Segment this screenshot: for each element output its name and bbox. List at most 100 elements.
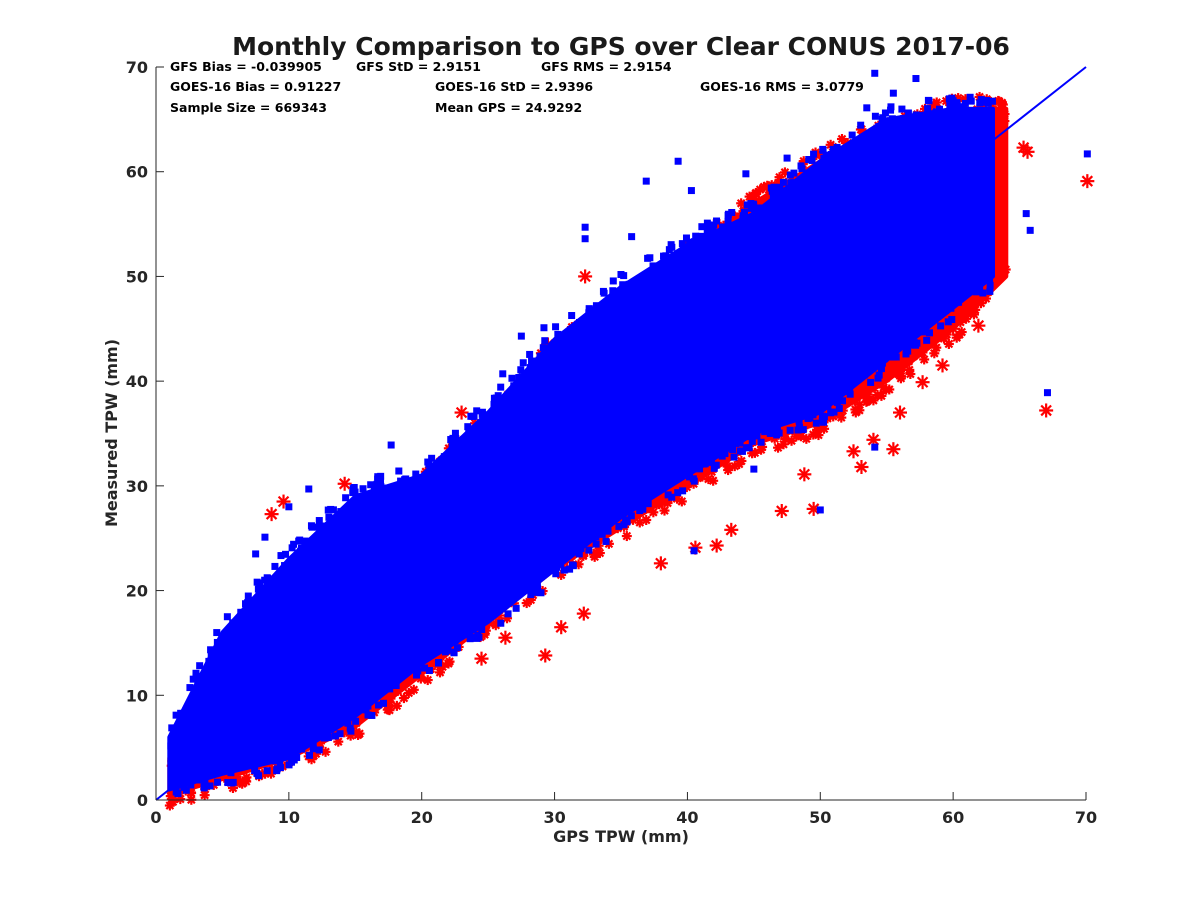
reference-line (155, 66, 1087, 801)
data-point (434, 640, 442, 648)
data-point (679, 244, 687, 252)
data-point (814, 403, 822, 411)
data-point (825, 160, 833, 168)
data-point (369, 689, 377, 697)
data-point (904, 364, 915, 375)
data-point (306, 736, 314, 744)
data-point (566, 565, 574, 573)
data-point (710, 221, 718, 229)
asterisk-stroke (242, 773, 251, 782)
data-point (227, 779, 235, 787)
data-point (724, 217, 732, 225)
data-point (908, 351, 919, 362)
data-point (760, 213, 768, 221)
data-point (172, 711, 180, 719)
data-point (924, 105, 932, 113)
x-tick-label: 50 (809, 808, 831, 827)
asterisk-stroke (887, 443, 900, 455)
data-point (303, 543, 311, 551)
asterisk-stroke (592, 548, 601, 557)
outlier-point (848, 131, 856, 139)
data-point (479, 426, 487, 434)
asterisk-stroke (1000, 109, 1009, 119)
data-point (592, 540, 600, 548)
data-point (414, 667, 422, 675)
outlier-point (687, 187, 695, 195)
asterisk-stroke (578, 607, 590, 620)
data-point (552, 323, 560, 331)
gfs-bias-stat: GFS Bias = -0.039905 (170, 59, 322, 74)
data-point (478, 410, 486, 418)
data-point (871, 362, 879, 370)
data-point (754, 204, 762, 212)
data-point (351, 488, 359, 496)
data-point (319, 522, 327, 530)
data-point (306, 751, 314, 759)
data-point (473, 407, 481, 415)
data-point (904, 109, 912, 117)
data-point (705, 228, 713, 236)
data-point (986, 287, 994, 295)
data-point (988, 97, 996, 105)
data-point (787, 413, 795, 421)
data-point (250, 597, 258, 605)
goes-bias-stat: GOES-16 Bias = 0.91227 (170, 79, 341, 94)
outlier-point (816, 506, 824, 514)
data-point (362, 706, 370, 714)
data-point (293, 753, 301, 761)
data-point (443, 658, 454, 669)
asterisk-stroke (725, 524, 737, 536)
asterisk-stroke (837, 134, 847, 144)
data-point (532, 366, 540, 374)
data-point (425, 460, 433, 468)
data-point (795, 417, 803, 425)
data-point (859, 140, 867, 148)
data-point (841, 149, 849, 157)
data-point (413, 671, 421, 679)
asterisk-stroke (855, 400, 864, 409)
data-point (948, 316, 956, 324)
data-point (174, 790, 182, 798)
data-point (297, 547, 305, 555)
data-point (519, 359, 527, 367)
data-point (753, 432, 761, 440)
data-point (887, 106, 895, 114)
asterisk-stroke (938, 327, 948, 337)
data-point (244, 592, 252, 600)
data-point (836, 152, 844, 160)
data-point (592, 302, 600, 310)
data-point (233, 618, 241, 626)
data-point (775, 429, 783, 437)
data-point (180, 783, 188, 791)
asterisk-stroke (333, 737, 343, 746)
asterisk-stroke (936, 359, 949, 372)
asterisk-stroke (836, 413, 846, 422)
data-point (204, 765, 212, 773)
asterisk-stroke (787, 436, 796, 446)
data-point (828, 397, 836, 405)
data-point (483, 411, 491, 419)
outlier-point (690, 547, 698, 555)
data-point (344, 719, 352, 727)
data-point (168, 734, 176, 742)
data-point (901, 123, 909, 131)
data-point (801, 433, 812, 444)
data-point (275, 575, 283, 583)
data-point (619, 508, 627, 516)
asterisk-stroke (455, 406, 468, 419)
data-point (779, 178, 787, 186)
y-axis-label: Measured TPW (mm) (102, 339, 121, 527)
data-point (321, 734, 329, 742)
data-point (512, 604, 520, 612)
asterisk-stroke (849, 393, 859, 402)
outlier-point (893, 405, 907, 420)
data-point (884, 384, 895, 395)
gfs-std-stat: GFS StD = 2.9151 (356, 59, 481, 74)
data-point (336, 730, 344, 738)
data-point (263, 767, 271, 775)
data-point (281, 562, 289, 570)
asterisk-stroke (475, 652, 488, 665)
data-point (401, 476, 409, 484)
data-point (531, 361, 539, 369)
data-point (282, 550, 290, 558)
